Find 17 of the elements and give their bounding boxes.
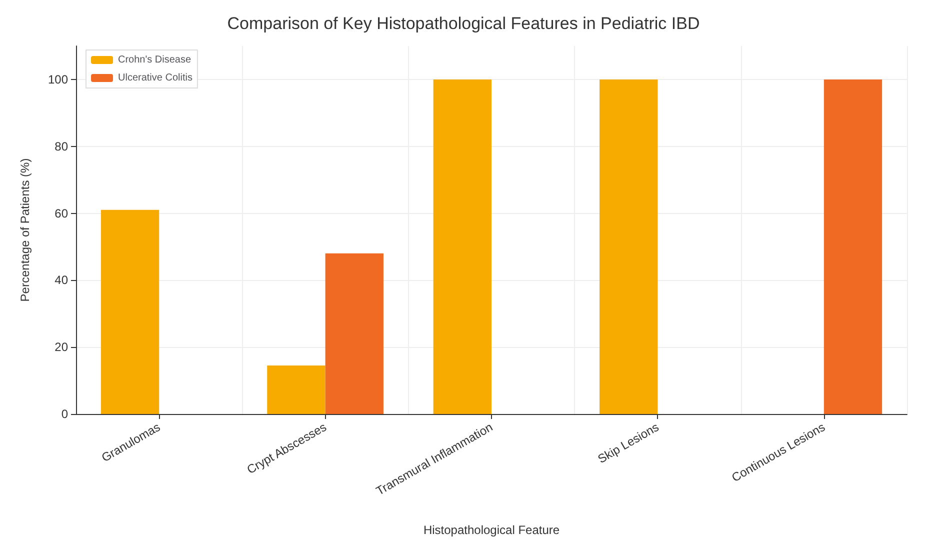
y-tick-label: 40 — [54, 273, 68, 288]
bar — [824, 79, 882, 414]
legend-label: Ulcerative Colitis — [118, 72, 192, 84]
y-tick-label: 60 — [54, 206, 68, 220]
bar — [433, 79, 492, 414]
bar — [267, 365, 326, 414]
bar — [100, 210, 160, 414]
legend-label: Crohn's Disease — [118, 54, 192, 66]
y-tick-label: 0 — [61, 407, 68, 421]
chart-title: Comparison of Key Histopathological Features in Pediatric IBD — [227, 14, 700, 33]
bar — [325, 253, 384, 414]
y-tick-label: 100 — [48, 72, 68, 86]
bar — [600, 79, 658, 414]
y-tick-label: 20 — [54, 340, 68, 354]
x-axis-title: Histopathological Feature — [423, 523, 560, 537]
y-tick-label: 80 — [54, 139, 68, 154]
y-axis-title: Percentage of Patients (%) — [18, 158, 32, 302]
